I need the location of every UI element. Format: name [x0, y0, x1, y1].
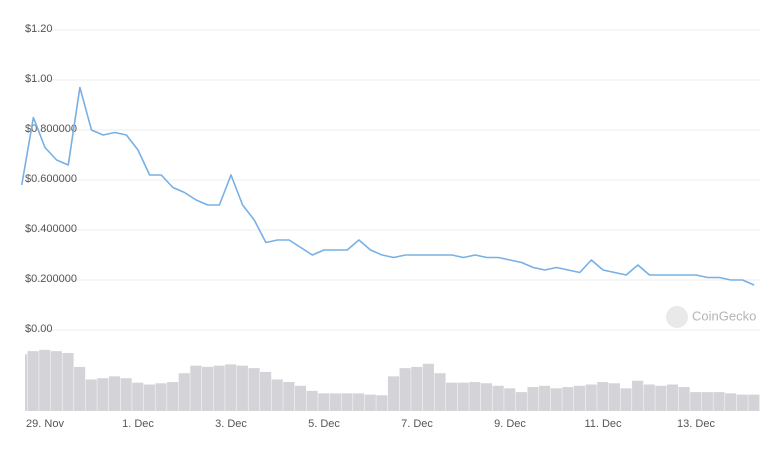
volume-bar — [329, 393, 341, 411]
volume-bar — [97, 378, 109, 411]
volume-bar — [655, 385, 667, 411]
x-tick-label: 5. Dec — [308, 418, 340, 430]
volume-bar — [620, 388, 632, 411]
volume-bar — [457, 382, 469, 411]
volume-bar — [573, 385, 586, 411]
volume-bar — [143, 384, 155, 411]
x-tick-label: 7. Dec — [401, 418, 433, 430]
volume-bar — [376, 395, 388, 411]
volume-bar — [597, 382, 609, 411]
volume-bar — [678, 387, 690, 411]
volume-bar — [527, 387, 539, 411]
watermark-text: CoinGecko — [692, 308, 756, 323]
volume-bar — [632, 380, 644, 411]
volume-bar — [62, 353, 74, 411]
volume-bar — [283, 382, 295, 411]
volume-bar — [562, 387, 574, 411]
volume-bar — [690, 392, 702, 411]
volume-bar — [643, 384, 655, 411]
x-tick-label: 29. Nov — [26, 418, 64, 430]
volume-bar — [387, 376, 400, 411]
volume-bar — [469, 382, 481, 411]
watermark: CoinGecko — [666, 306, 756, 328]
volume-bar — [353, 393, 365, 411]
volume-bar — [539, 385, 551, 411]
volume-bar — [504, 388, 516, 411]
volume-bar — [480, 383, 493, 411]
x-tick-label: 1. Dec — [122, 418, 154, 430]
y-tick-label: $1.00 — [25, 73, 53, 85]
volume-bar — [271, 379, 283, 411]
volume-bar — [306, 390, 318, 411]
x-tick-label: 11. Dec — [584, 418, 622, 430]
volume-bar — [748, 394, 760, 411]
volume-bar — [132, 382, 144, 411]
volume-bar — [515, 392, 527, 411]
volume-bar — [27, 351, 39, 411]
volume-bar — [120, 378, 132, 411]
x-tick-label: 3. Dec — [215, 418, 247, 430]
volume-bar — [25, 354, 28, 411]
volume-bar — [294, 385, 307, 411]
volume-bar — [74, 366, 86, 411]
volume-bar — [736, 394, 748, 411]
volume-bar — [550, 388, 562, 411]
volume-bar — [213, 365, 225, 411]
price-panel: $0.00 $0.200000 $0.400000 $0.600000 $0.80000… — [20, 23, 760, 430]
volume-bar — [318, 393, 330, 411]
volume-bar — [225, 364, 237, 411]
y-tick-label: $1.20 — [25, 23, 53, 35]
y-tick-label: $0.600000 — [25, 173, 77, 185]
volume-bar — [178, 373, 190, 411]
volume-panel — [25, 349, 760, 411]
volume-bar — [701, 392, 713, 411]
x-tick-label: 9. Dec — [494, 418, 526, 430]
volume-bar — [608, 383, 620, 411]
y-tick-label: $0.400000 — [25, 223, 77, 235]
volume-bar — [341, 393, 353, 411]
watermark-logo — [666, 306, 688, 328]
volume-bar — [248, 368, 260, 411]
volume-bar — [190, 365, 202, 411]
volume-bar — [236, 365, 248, 411]
price-line — [20, 86, 755, 286]
volume-bar — [85, 379, 97, 411]
y-tick-label: $0.200000 — [25, 273, 77, 285]
volume-bar — [713, 392, 725, 411]
volume-bar — [201, 366, 214, 411]
volume-bar — [666, 384, 679, 411]
volume-bar — [155, 383, 167, 411]
volume-bar — [108, 376, 121, 411]
volume-bar — [39, 349, 51, 411]
volume-bar — [492, 385, 504, 411]
volume-bar — [434, 373, 446, 411]
y-tick-label: $0.800000 — [25, 123, 77, 135]
volume-bar — [422, 363, 434, 411]
volume-bar — [446, 382, 458, 411]
volume-bar — [167, 382, 179, 411]
volume-bar — [411, 366, 423, 411]
y-tick-label: $0.00 — [25, 323, 53, 335]
volume-bar — [364, 394, 376, 411]
volume-bar — [585, 384, 597, 411]
volume-bar — [260, 371, 272, 411]
x-tick-label: 13. Dec — [677, 418, 715, 430]
volume-bar — [725, 393, 737, 411]
volume-bar — [50, 351, 62, 411]
volume-bar — [399, 368, 411, 411]
